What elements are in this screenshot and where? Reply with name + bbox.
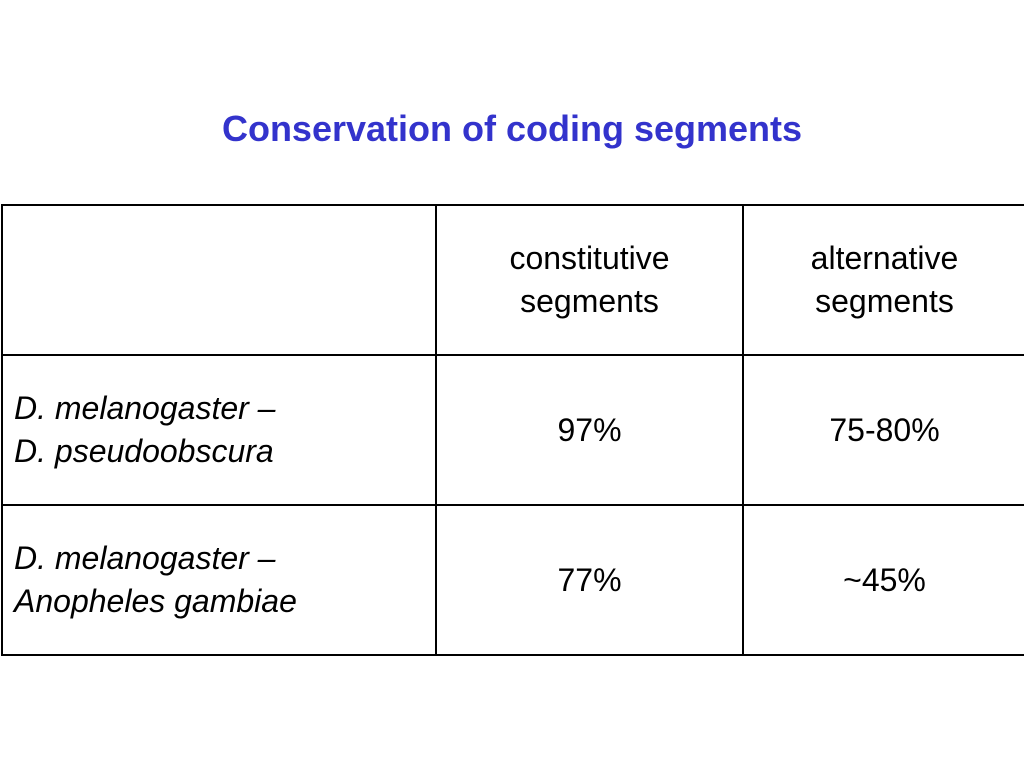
- header-row: constitutive segments alternative segmen…: [1, 204, 1024, 356]
- constitutive-value: 97%: [435, 354, 744, 506]
- constitutive-value: 77%: [435, 504, 744, 656]
- alternative-value: ~45%: [742, 504, 1024, 656]
- conservation-table: constitutive segments alternative segmen…: [1, 204, 1024, 656]
- species-pair-line-1: D. melanogaster –: [14, 390, 276, 427]
- species-pair-cell: D. melanogaster – Anopheles gambiae: [1, 504, 437, 656]
- header-constitutive-line-2: segments: [520, 283, 659, 319]
- species-pair-cell: D. melanogaster – D. pseudoobscura: [1, 354, 437, 506]
- table-row: D. melanogaster – Anopheles gambiae 77% …: [1, 504, 1024, 656]
- table-row: D. melanogaster – D. pseudoobscura 97% 7…: [1, 354, 1024, 506]
- header-cell-blank: [1, 204, 437, 356]
- species-pair-line-1: D. melanogaster –: [14, 540, 276, 577]
- header-constitutive-line-1: constitutive: [509, 240, 670, 277]
- header-cell-constitutive: constitutive segments: [435, 204, 744, 356]
- species-pair-line-2: Anopheles gambiae: [14, 583, 297, 619]
- header-alternative-line-2: segments: [815, 283, 954, 319]
- slide-title: Conservation of coding segments: [221, 108, 803, 149]
- alternative-value: 75-80%: [742, 354, 1024, 506]
- species-pair-line-2: D. pseudoobscura: [14, 433, 274, 469]
- header-cell-alternative: alternative segments: [742, 204, 1024, 356]
- header-alternative-line-1: alternative: [810, 240, 959, 277]
